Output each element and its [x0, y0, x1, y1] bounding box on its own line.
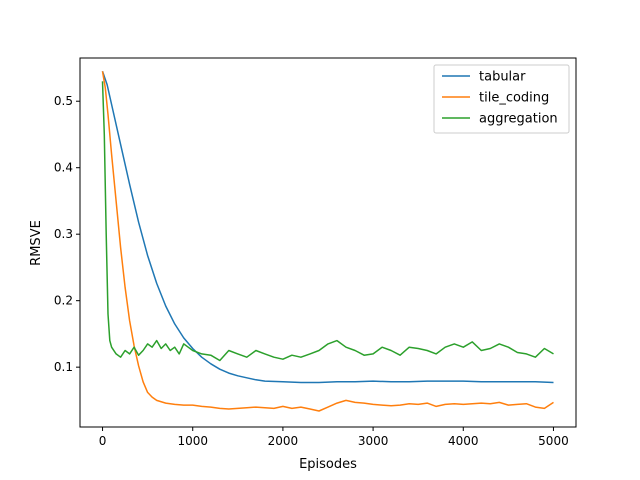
x-tick-label: 5000 — [538, 434, 569, 448]
plot-lines — [101, 71, 554, 412]
legend-box — [433, 64, 570, 134]
legend: tabular tile_coding aggregation — [433, 64, 570, 134]
x-axis-label: Episodes — [299, 457, 357, 472]
plot-area-frame — [79, 57, 577, 428]
x-axis: 0 1000 2000 3000 4000 5000 — [99, 427, 569, 448]
x-tick-label: 4000 — [448, 434, 479, 448]
y-tick-label: 0.2 — [54, 294, 73, 308]
x-tick-label: 3000 — [358, 434, 389, 448]
y-tick-label: 0.4 — [54, 161, 73, 175]
legend-label-aggregation: aggregation — [479, 112, 558, 127]
y-axis: 0.1 0.2 0.3 0.4 0.5 — [54, 94, 80, 374]
y-axis-label: RMSVE — [29, 220, 44, 266]
series-line-tabular — [101, 71, 554, 384]
legend-label-tile-coding: tile_coding — [479, 91, 549, 106]
x-tick-label: 1000 — [177, 434, 208, 448]
legend-label-tabular: tabular — [479, 70, 526, 85]
y-tick-label: 0.1 — [54, 360, 73, 374]
series-line-tile-coding — [101, 71, 554, 412]
y-tick-label: 0.5 — [54, 94, 73, 108]
y-tick-label: 0.3 — [54, 227, 73, 241]
x-tick-label: 0 — [99, 434, 107, 448]
series-line-aggregation — [101, 81, 554, 362]
x-tick-label: 2000 — [268, 434, 299, 448]
